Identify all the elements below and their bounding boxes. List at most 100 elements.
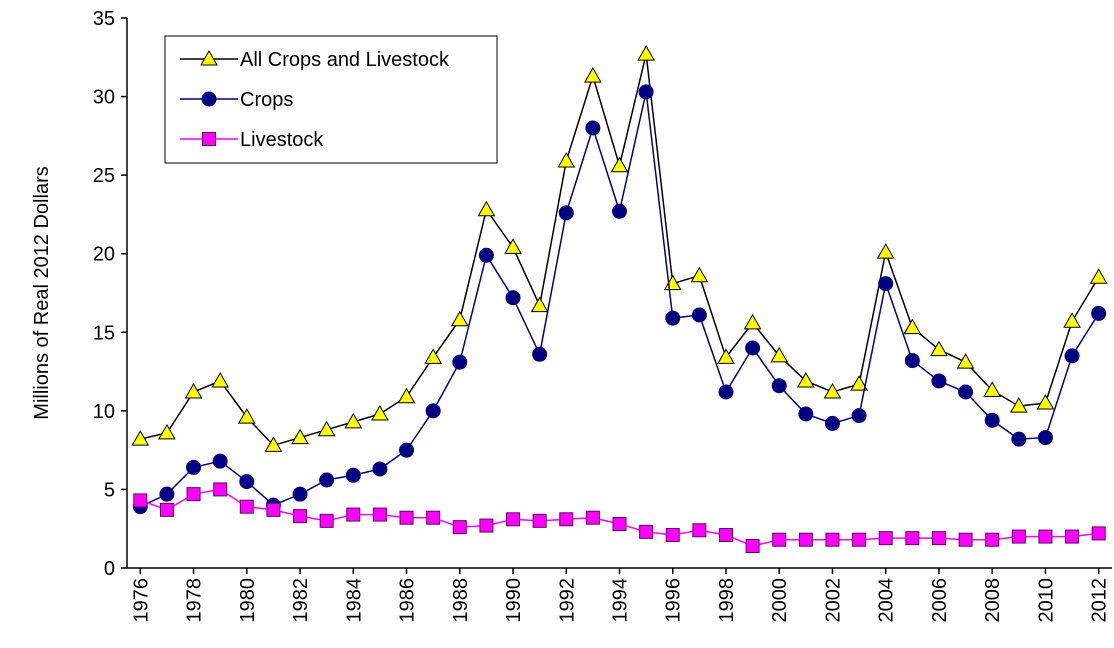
data-point xyxy=(665,310,681,326)
y-axis-label: Millions of Real 2012 Dollars xyxy=(31,166,53,419)
x-tick-label: 1986 xyxy=(397,578,419,623)
data-point xyxy=(372,461,388,477)
x-tick-label: 2006 xyxy=(929,578,951,623)
data-point xyxy=(743,313,762,330)
data-point xyxy=(1064,348,1080,364)
legend-marker xyxy=(200,49,218,66)
legend-label: Livestock xyxy=(240,129,324,151)
data-point xyxy=(905,531,920,546)
data-point xyxy=(771,378,787,394)
data-point xyxy=(639,524,654,539)
data-point xyxy=(452,354,468,370)
y-tick-label: 10 xyxy=(93,401,115,423)
data-point xyxy=(1036,393,1055,410)
data-point xyxy=(264,436,283,452)
data-point xyxy=(1011,431,1027,447)
data-point xyxy=(372,507,387,522)
y-tick-label: 5 xyxy=(104,479,115,501)
data-point xyxy=(1011,529,1026,544)
data-point xyxy=(505,290,521,306)
data-point xyxy=(798,532,813,547)
data-point xyxy=(1038,529,1053,544)
data-point xyxy=(717,348,735,364)
x-tick-label: 2008 xyxy=(982,578,1004,623)
x-tick-label: 1978 xyxy=(184,578,206,623)
y-tick-label: 30 xyxy=(93,87,115,109)
data-point xyxy=(399,442,415,458)
data-point xyxy=(532,346,548,362)
y-tick-label: 25 xyxy=(93,165,115,187)
data-point xyxy=(558,205,574,221)
data-point xyxy=(478,247,494,263)
data-point xyxy=(452,520,467,535)
data-point xyxy=(133,493,148,508)
data-point xyxy=(1063,312,1081,328)
x-tick-label: 1990 xyxy=(503,578,525,623)
data-point xyxy=(266,502,281,517)
data-point xyxy=(983,381,1002,397)
data-point xyxy=(878,531,893,546)
data-point xyxy=(610,156,629,173)
data-point xyxy=(956,353,975,369)
x-tick-label: 1980 xyxy=(237,578,259,623)
x-tick-label: 2010 xyxy=(1035,578,1057,623)
data-point xyxy=(745,539,760,553)
data-point xyxy=(824,415,840,431)
data-point xyxy=(131,430,150,446)
data-point xyxy=(1091,526,1106,541)
y-tick-label: 20 xyxy=(93,244,115,266)
data-point xyxy=(637,45,655,61)
legend-marker xyxy=(202,132,216,146)
data-point xyxy=(239,474,255,490)
x-tick-label: 1982 xyxy=(290,578,312,623)
x-tick-label: 2002 xyxy=(822,578,844,623)
data-point xyxy=(718,528,733,542)
data-point xyxy=(1089,268,1108,284)
data-point xyxy=(585,510,600,525)
data-point xyxy=(850,375,868,391)
data-point xyxy=(825,532,840,547)
data-point xyxy=(450,310,469,327)
data-point xyxy=(985,532,1000,547)
data-point xyxy=(612,203,627,219)
data-point xyxy=(506,512,521,527)
data-point xyxy=(291,428,309,445)
data-point xyxy=(292,486,308,502)
x-tick-label: 1994 xyxy=(610,578,632,623)
data-point xyxy=(371,404,389,421)
legend-label: Crops xyxy=(240,89,293,111)
data-point xyxy=(638,84,654,100)
data-point xyxy=(211,371,230,388)
data-point xyxy=(584,67,602,83)
x-tick-label: 1988 xyxy=(450,578,472,623)
x-tick-label: 1998 xyxy=(716,578,738,623)
data-point xyxy=(1037,430,1053,446)
y-tick-label: 15 xyxy=(93,322,115,344)
y-tick-label: 35 xyxy=(93,8,115,30)
data-point xyxy=(186,459,202,475)
data-point xyxy=(852,532,867,547)
data-point xyxy=(984,412,1000,428)
data-point xyxy=(958,532,973,547)
data-point xyxy=(691,307,707,323)
data-point xyxy=(504,238,522,254)
data-point xyxy=(772,532,787,547)
legend-label: All Crops and Livestock xyxy=(240,49,450,71)
data-point xyxy=(958,384,974,400)
data-point xyxy=(745,340,761,356)
legend-marker xyxy=(201,91,217,107)
data-point xyxy=(585,120,601,136)
data-point xyxy=(1009,397,1028,413)
data-point xyxy=(399,510,414,525)
data-point xyxy=(903,318,922,335)
data-point xyxy=(345,467,361,483)
x-tick-label: 1976 xyxy=(130,578,152,623)
data-point xyxy=(931,531,946,546)
data-point xyxy=(770,346,789,363)
data-point xyxy=(477,200,496,217)
x-tick-label: 2004 xyxy=(876,578,898,623)
data-point xyxy=(346,507,361,522)
x-tick-label: 2012 xyxy=(1089,578,1111,623)
data-point xyxy=(425,403,441,419)
